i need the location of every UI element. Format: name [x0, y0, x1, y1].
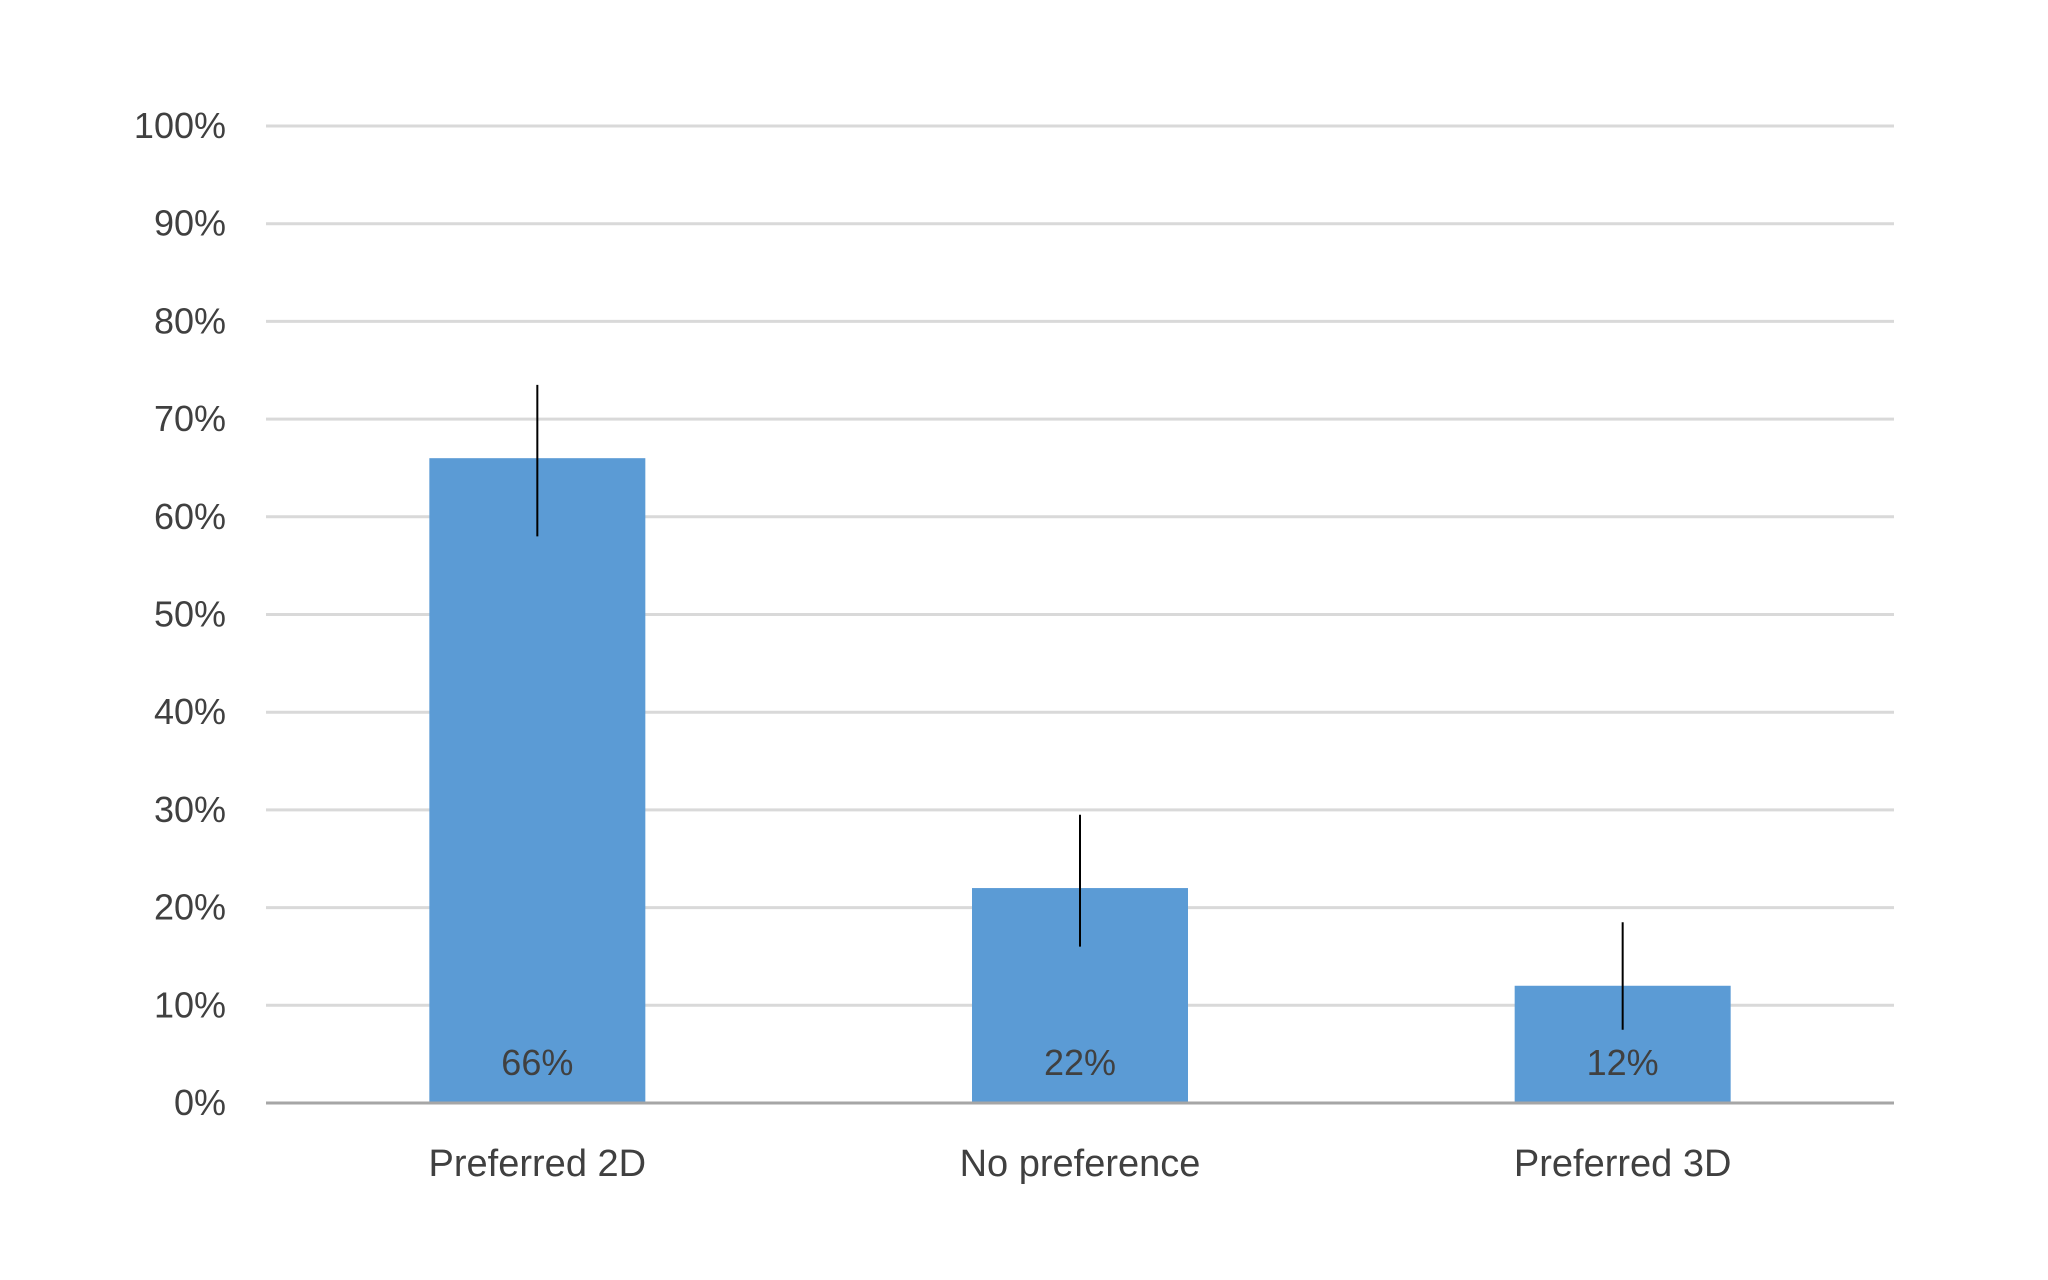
data-label: 12% [1587, 1042, 1659, 1083]
y-tick-label: 50% [154, 594, 226, 635]
error-bars [536, 384, 1624, 1030]
data-label: 22% [1044, 1042, 1116, 1083]
y-tick-label: 60% [154, 496, 226, 537]
y-axis-tick-labels: 0% 10% 20% 30% 40% 50% 60% 70% 80% 90% 100% [134, 105, 226, 1123]
y-tick-label: 100% [134, 105, 226, 146]
y-tick-label: 70% [154, 398, 226, 439]
bar [429, 458, 646, 1103]
y-tick-label: 30% [154, 789, 226, 830]
y-tick-label: 40% [154, 691, 226, 732]
data-label: 66% [501, 1042, 573, 1083]
y-tick-label: 80% [154, 300, 226, 341]
bars [429, 458, 1731, 1103]
category-label: Preferred 3D [1514, 1143, 1732, 1185]
x-axis-category-labels: Preferred 2D No preference Preferred 3D [429, 1143, 1732, 1185]
y-tick-label: 10% [154, 984, 226, 1025]
y-tick-label: 20% [154, 887, 226, 928]
data-labels: 66% 22% 12% [501, 1042, 1658, 1083]
category-label: No preference [960, 1143, 1201, 1185]
y-tick-label: 90% [154, 203, 226, 244]
category-label: Preferred 2D [429, 1143, 647, 1185]
y-tick-label: 0% [174, 1082, 226, 1123]
